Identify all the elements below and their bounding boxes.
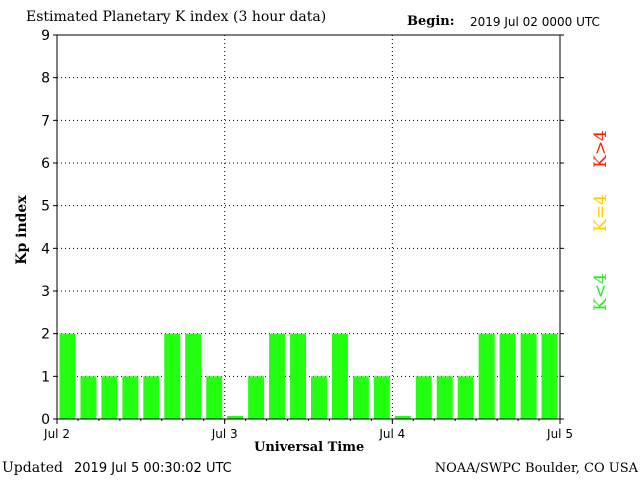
updated-timestamp: 2019 Jul 5 00:30:02 UTC [74, 461, 232, 476]
kp-bar [143, 376, 160, 419]
kp-bar [541, 333, 558, 419]
kp-bar [415, 376, 432, 419]
x-tick-label: Jul 5 [546, 427, 573, 441]
y-tick-label: 2 [41, 327, 50, 343]
updated-label: Updated [2, 460, 63, 476]
kp-bar [80, 376, 97, 419]
kp-bar [290, 333, 306, 419]
kp-bar [352, 376, 369, 419]
kp-bar [499, 333, 516, 419]
y-tick-label: 4 [41, 241, 50, 257]
y-axis-label: Kp index [14, 195, 30, 265]
x-tick-label: Jul 2 [43, 427, 70, 441]
kp-bar [436, 376, 453, 419]
y-tick-label: 8 [41, 71, 50, 87]
kp-bar [248, 376, 265, 419]
kp-bar [520, 333, 537, 419]
begin-label: Begin: [407, 14, 455, 29]
x-axis-label: Universal Time [254, 440, 365, 455]
x-tick-label: Jul 3 [211, 427, 238, 441]
y-tick-label: 5 [41, 199, 50, 215]
kp-bar [227, 416, 244, 419]
y-tick-label: 1 [41, 369, 50, 385]
y-tick-label: 7 [41, 113, 50, 129]
y-tick-label: 0 [41, 412, 50, 428]
kp-bar [269, 333, 286, 419]
y-tick-label: 3 [41, 284, 50, 300]
begin-value: 2019 Jul 02 0000 UTC [470, 15, 600, 29]
kp-bar [457, 376, 474, 419]
credit-line: NOAA/SWPC Boulder, CO USA [434, 461, 638, 476]
kp-bar [478, 333, 495, 419]
chart-title: Estimated Planetary K index (3 hour data… [26, 9, 327, 25]
y-tick-label: 9 [41, 28, 50, 44]
kp-bar [185, 333, 202, 419]
legend-k-below-4: K<4 [591, 273, 611, 311]
kp-bar [59, 333, 76, 419]
kp-bar [311, 376, 327, 419]
legend-k-above-4: K>4 [591, 130, 611, 168]
kp-bar [394, 416, 411, 419]
kp-bar [206, 376, 223, 419]
kp-bar [164, 333, 181, 419]
kp-bar [373, 376, 390, 419]
kp-bar [122, 376, 139, 419]
x-tick-label: Jul 4 [378, 427, 405, 441]
y-tick-label: 6 [41, 156, 50, 172]
legend-k-equal-4: K=4 [591, 194, 611, 232]
kp-bar [331, 333, 348, 419]
kp-bar [101, 376, 118, 419]
